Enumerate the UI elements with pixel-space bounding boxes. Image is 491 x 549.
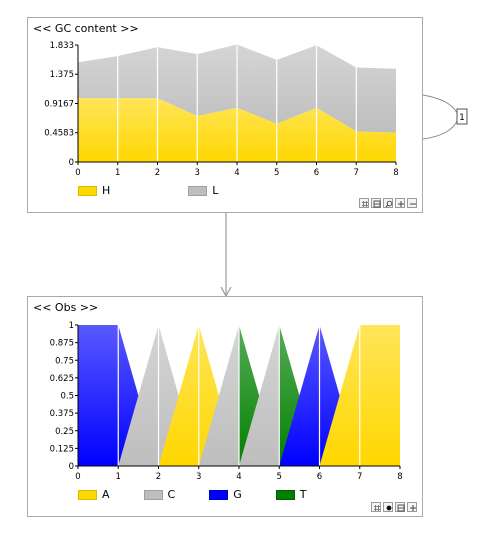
gc-x-tick-label: 4 <box>234 168 239 178</box>
obs-x-tick-label: 7 <box>357 472 362 482</box>
legend-label-a: A <box>102 488 110 501</box>
grid-icon[interactable] <box>359 198 369 208</box>
legend-item-t: T <box>275 488 307 501</box>
self-loop-arc[interactable] <box>422 94 460 140</box>
obs-x-tick-label: 4 <box>236 472 241 482</box>
gc-y-tick-label: 1.375 <box>50 70 74 80</box>
obs-x-tick-label: 2 <box>156 472 161 482</box>
obs-y-tick-label: 0.125 <box>50 444 74 454</box>
gc-content-panel[interactable]: << GC content >> 0 0.4583 0.9167 1.375 1.833… <box>27 17 423 213</box>
legend-swatch-c <box>143 489 163 500</box>
gc-x-tick-label: 7 <box>354 168 359 178</box>
legend-item-h: H <box>78 184 110 197</box>
minus-icon[interactable] <box>407 198 417 208</box>
legend-item-c: C <box>143 488 176 501</box>
legend-swatch-g <box>209 489 229 500</box>
obs-x-tick-label: 5 <box>277 472 282 482</box>
legend-item-l: L <box>188 184 218 197</box>
dot-icon[interactable] <box>383 502 393 512</box>
obs-y-tick-label: 0.5 <box>60 392 74 402</box>
legend-swatch-h <box>78 185 97 196</box>
obs-toolbar <box>371 502 417 512</box>
gc-x-tick-label: 2 <box>155 168 160 178</box>
loop-badge: 1 <box>459 113 465 123</box>
gc-x-tick-label: 5 <box>274 168 279 178</box>
gc-toolbar <box>359 198 417 208</box>
legend-label-l: L <box>212 184 219 197</box>
gc-y-tick-label: 1.833 <box>50 41 74 51</box>
legend-label-t: T <box>299 488 307 501</box>
split-icon[interactable] <box>395 502 405 512</box>
gc-x-tick-label: 0 <box>75 168 80 178</box>
legend-label-h: H <box>102 184 111 197</box>
obs-y-tick-label: 0 <box>69 462 74 472</box>
obs-y-tick-label: 0.25 <box>55 427 74 437</box>
obs-y-tick-label: 0.875 <box>50 339 74 349</box>
obs-x-tick-label: 6 <box>317 472 322 482</box>
gc-content-chart: 0 0.4583 0.9167 1.375 1.833 0 1 2 3 4 5 6 7 8 <box>44 41 398 178</box>
obs-segment-c <box>239 325 280 466</box>
gc-x-tick-label: 3 <box>195 168 200 178</box>
obs-y-tick-label: 1 <box>69 321 74 331</box>
legend-swatch-t <box>275 489 295 500</box>
obs-x-tick-label: 8 <box>397 472 402 482</box>
obs-panel[interactable]: << Obs >> 0 0.125 0.25 0.375 0.5 0.625 0.75 0.8… <box>27 296 423 517</box>
legend-item-a: A <box>78 488 110 501</box>
obs-y-tick-label: 0.375 <box>50 409 74 419</box>
loop-badge-box[interactable] <box>456 108 468 125</box>
gc-x-tick-label: 1 <box>115 168 120 178</box>
plus-icon[interactable] <box>395 198 405 208</box>
zoom-icon[interactable] <box>383 198 393 208</box>
obs-x-tick-label: 3 <box>196 472 201 482</box>
legend-swatch-l <box>188 185 208 196</box>
gc-x-tick-label: 6 <box>314 168 319 178</box>
obs-segment-c <box>118 325 159 466</box>
obs-segment-a <box>319 325 360 466</box>
split-icon[interactable] <box>371 198 381 208</box>
gc-y-tick-label: 0.4583 <box>44 129 74 139</box>
legend-label-c: C <box>167 488 176 501</box>
obs-segment-a <box>158 325 199 466</box>
obs-legend: A C G T <box>78 488 336 501</box>
legend-swatch-a <box>78 489 97 500</box>
obs-segment-c <box>198 325 239 466</box>
obs-y-tick-label: 0.625 <box>50 374 74 384</box>
gc-x-tick-label: 8 <box>393 168 398 178</box>
obs-segment-a <box>359 325 400 466</box>
legend-label-g: G <box>233 488 242 501</box>
grid-icon[interactable] <box>371 502 381 512</box>
obs-segment-g <box>78 325 119 466</box>
obs-x-tick-label: 1 <box>116 472 121 482</box>
obs-x-tick-label: 0 <box>75 472 80 482</box>
obs-chart: 0 0.125 0.25 0.375 0.5 0.625 0.75 0.875 1 0 1 2 3 4 5 6… <box>50 321 403 482</box>
legend-item-g: G <box>209 488 242 501</box>
obs-segment-g <box>279 325 320 466</box>
gc-y-tick-label: 0.9167 <box>44 99 74 109</box>
obs-y-tick-label: 0.75 <box>55 356 74 366</box>
gc-legend: H L <box>78 184 248 197</box>
gc-y-tick-label: 0 <box>69 158 74 168</box>
plus-icon[interactable] <box>407 502 417 512</box>
panel-title-obs: << Obs >> <box>33 301 99 314</box>
panel-title-gc: << GC content >> <box>33 22 139 35</box>
